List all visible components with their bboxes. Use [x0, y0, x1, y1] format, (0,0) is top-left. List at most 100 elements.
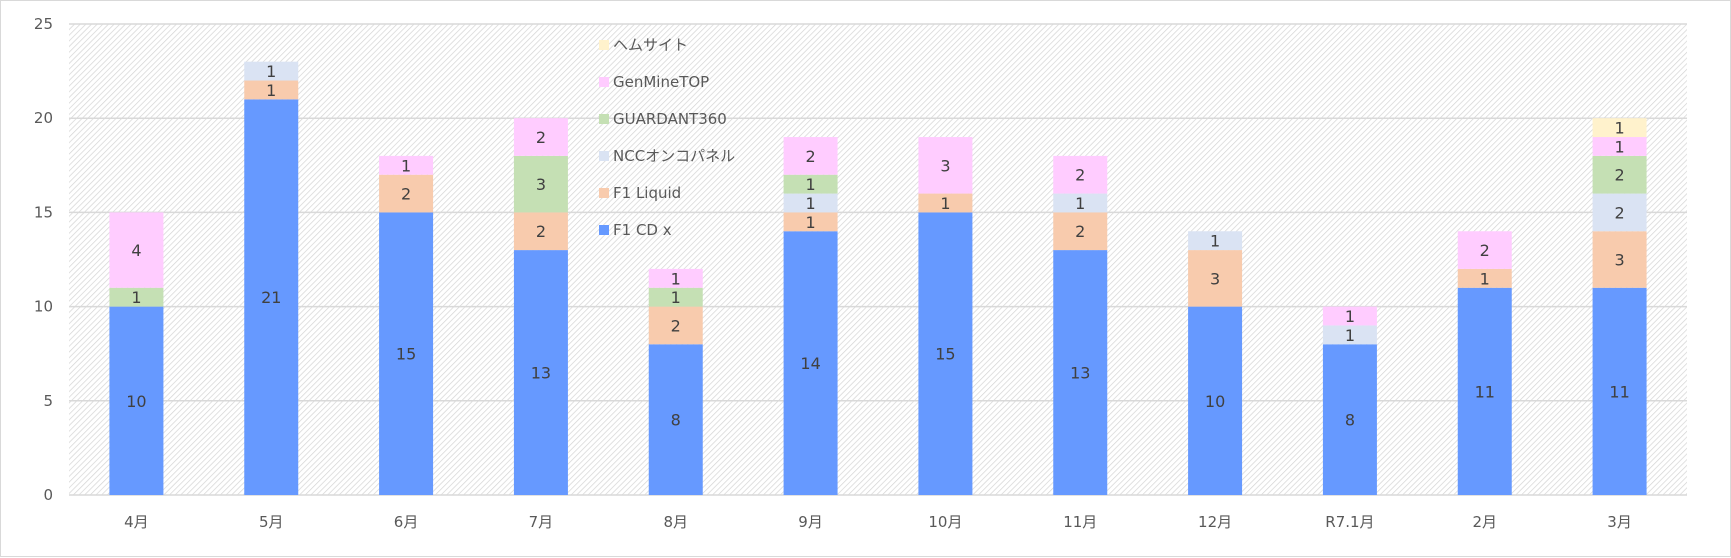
- data-label: 1: [1345, 307, 1355, 326]
- bar-segment: [648, 306, 703, 345]
- data-label: 1: [266, 62, 276, 81]
- x-tick-label: 5月: [259, 513, 284, 531]
- y-tick-label: 20: [34, 109, 53, 127]
- x-tick-label: 11月: [1063, 513, 1097, 531]
- bar-segment: [1592, 118, 1647, 138]
- data-label: 15: [935, 345, 955, 364]
- data-label: 3: [1210, 269, 1220, 288]
- data-label: 13: [1070, 364, 1090, 383]
- data-label: 1: [1614, 119, 1624, 138]
- bar-segment: [1457, 287, 1512, 495]
- data-label: 1: [1480, 269, 1490, 288]
- y-tick-label: 25: [34, 15, 53, 33]
- legend-swatch: [599, 188, 609, 198]
- legend-label: F1 CD x: [613, 221, 672, 239]
- x-tick-label: 12月: [1198, 513, 1232, 531]
- x-tick-label: 3月: [1607, 513, 1632, 531]
- bar-segment: [1592, 287, 1647, 495]
- bar-segment: [109, 212, 164, 288]
- x-tick-label: 10月: [928, 513, 962, 531]
- bar-segment: [783, 212, 838, 232]
- x-tick-label: 4月: [124, 513, 149, 531]
- legend-label: F1 Liquid: [613, 184, 681, 202]
- x-tick-label: 2月: [1472, 513, 1497, 531]
- data-label: 3: [1614, 251, 1624, 270]
- bar-segment: [1053, 193, 1108, 213]
- bar-segment: [1592, 231, 1647, 288]
- bar-segment: [918, 193, 973, 213]
- bar-segment: [1457, 231, 1512, 269]
- bar-segment: [1053, 155, 1108, 194]
- y-tick-label: 15: [34, 203, 53, 221]
- data-label: 2: [805, 147, 815, 166]
- data-label: 1: [805, 175, 815, 194]
- data-label: 14: [800, 354, 820, 373]
- data-label: 10: [126, 392, 146, 411]
- bar-segment: [244, 80, 299, 100]
- data-label: 3: [536, 175, 546, 194]
- data-label: 1: [671, 269, 681, 288]
- x-tick-label: 6月: [394, 513, 419, 531]
- data-label: 21: [261, 288, 281, 307]
- y-tick-label: 0: [43, 486, 53, 504]
- bar-segment: [1322, 325, 1377, 345]
- bar-segment: [1053, 212, 1108, 251]
- x-tick-label: 8月: [663, 513, 688, 531]
- data-label: 1: [131, 288, 141, 307]
- data-label: 2: [1075, 166, 1085, 185]
- data-label: 1: [805, 194, 815, 213]
- bar-segment: [783, 231, 838, 496]
- legend-label: ヘムサイト: [613, 36, 688, 54]
- data-label: 1: [671, 288, 681, 307]
- data-label: 1: [1075, 194, 1085, 213]
- data-label: 3: [940, 156, 950, 175]
- bar-segment: [1188, 231, 1243, 251]
- legend-swatch: [599, 77, 609, 87]
- data-label: 11: [1609, 382, 1629, 401]
- legend-swatch: [599, 114, 609, 124]
- bar-segment: [1188, 306, 1243, 495]
- legend-swatch: [599, 151, 609, 161]
- bar-segment: [513, 155, 568, 213]
- data-label: 11: [1475, 382, 1495, 401]
- legend-label: GenMineTOP: [613, 73, 709, 91]
- plot-area: [69, 24, 1687, 495]
- data-label: 15: [396, 345, 416, 364]
- data-label: 2: [1480, 241, 1490, 260]
- legend-swatch: [599, 40, 609, 50]
- data-label: 1: [1614, 137, 1624, 156]
- bar-segment: [1188, 250, 1243, 307]
- bar-segment: [1592, 155, 1647, 194]
- bar-segment: [783, 174, 838, 194]
- bar-segment: [648, 344, 703, 495]
- data-label: 13: [531, 364, 551, 383]
- bar-segment: [379, 174, 434, 213]
- data-label: 2: [671, 316, 681, 335]
- data-label: 2: [401, 185, 411, 204]
- legend-label: NCCオンコパネル: [613, 147, 735, 165]
- bar-segment: [783, 193, 838, 213]
- bar-segment: [109, 306, 164, 495]
- bar-segment: [918, 212, 973, 495]
- data-label: 2: [1075, 222, 1085, 241]
- data-label: 2: [1614, 166, 1624, 185]
- x-tick-label: 7月: [529, 513, 554, 531]
- data-label: 2: [536, 222, 546, 241]
- bar-segment: [513, 212, 568, 251]
- bar-segment: [379, 155, 434, 175]
- data-label: 2: [1614, 203, 1624, 222]
- bar-segment: [648, 287, 703, 307]
- bar-segment: [1322, 344, 1377, 495]
- data-label: 1: [940, 194, 950, 213]
- data-label: 8: [671, 411, 681, 430]
- data-label: 1: [805, 213, 815, 232]
- legend-label: GUARDANT360: [613, 110, 727, 128]
- data-label: 1: [1345, 326, 1355, 345]
- bar-segment: [1322, 306, 1377, 326]
- x-tick-label: 9月: [798, 513, 823, 531]
- legend-swatch: [599, 225, 609, 235]
- bar-segment: [379, 212, 434, 495]
- bar-segment: [1457, 268, 1512, 288]
